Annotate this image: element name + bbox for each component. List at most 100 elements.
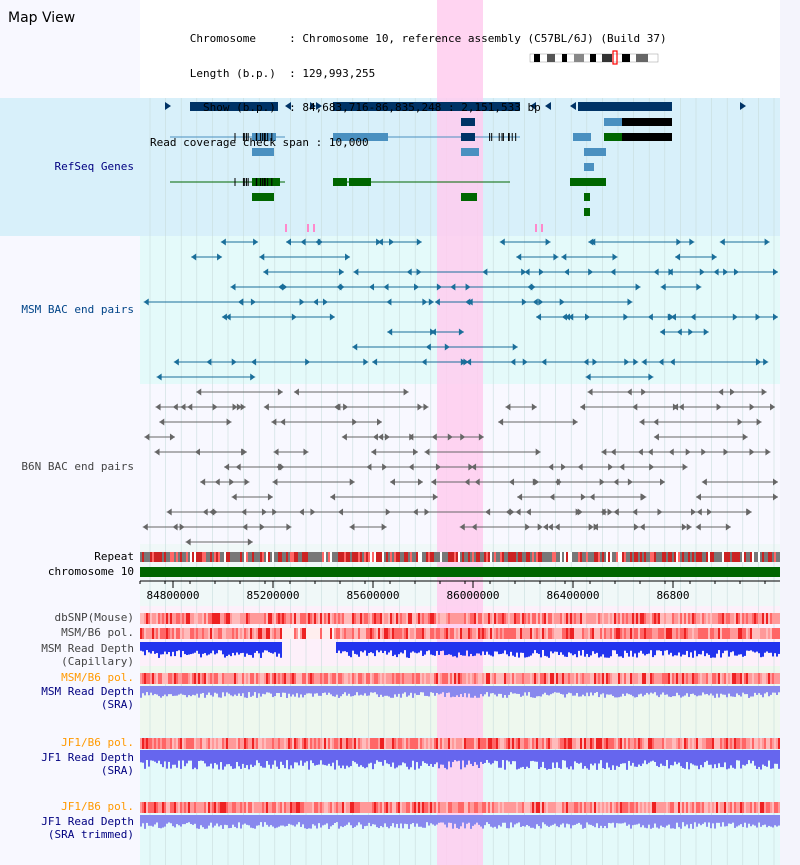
depth-bar bbox=[668, 642, 670, 655]
heat-cell bbox=[772, 802, 774, 813]
depth-bar bbox=[174, 815, 176, 828]
heat-cell bbox=[750, 673, 752, 684]
depth-bar bbox=[584, 750, 586, 767]
depth-bar bbox=[492, 642, 494, 657]
heat-cell bbox=[484, 628, 486, 639]
heat-cell bbox=[660, 673, 662, 684]
heat-cell bbox=[430, 628, 432, 639]
heat-cell bbox=[424, 802, 426, 813]
depth-bar bbox=[706, 750, 708, 761]
heat-cell bbox=[224, 738, 226, 749]
depth-bar bbox=[564, 642, 566, 657]
depth-bar bbox=[312, 686, 314, 697]
heat-cell bbox=[532, 802, 534, 813]
heat-cell bbox=[286, 628, 288, 639]
depth-bar bbox=[742, 750, 744, 765]
depth-bar bbox=[256, 686, 258, 698]
heat-cell bbox=[342, 802, 344, 813]
heat-cell bbox=[140, 673, 142, 684]
heat-cell bbox=[370, 738, 372, 749]
heat-cell bbox=[542, 802, 544, 813]
heat-cell bbox=[426, 628, 428, 639]
heat-cell bbox=[224, 613, 226, 624]
depth-bar bbox=[176, 686, 178, 696]
depth-bar bbox=[460, 686, 462, 695]
depth-bar bbox=[398, 686, 400, 694]
heat-cell bbox=[450, 738, 452, 749]
heat-cell bbox=[484, 738, 486, 749]
heat-cell bbox=[510, 673, 512, 684]
depth-bar bbox=[354, 642, 356, 654]
track-label-msm-bac[interactable]: MSM BAC end pairs bbox=[21, 303, 134, 316]
heat-cell bbox=[208, 673, 210, 684]
heat-cell bbox=[248, 613, 250, 624]
depth-bar bbox=[520, 750, 522, 768]
heat-cell bbox=[632, 738, 634, 749]
repeat-cell bbox=[522, 552, 524, 562]
heat-cell bbox=[458, 613, 460, 624]
depth-bar bbox=[758, 815, 760, 823]
heat-cell bbox=[764, 802, 766, 813]
heat-cell bbox=[694, 613, 696, 624]
depth-bar bbox=[220, 750, 222, 763]
repeat-cell bbox=[538, 552, 540, 562]
heat-cell bbox=[528, 673, 530, 684]
track-label-refseq[interactable]: RefSeq Genes bbox=[54, 160, 134, 173]
heat-cell bbox=[668, 673, 670, 684]
heat-cell bbox=[632, 628, 634, 639]
repeat-cell bbox=[228, 552, 230, 562]
depth-bar bbox=[332, 686, 334, 697]
heat-cell bbox=[170, 802, 172, 813]
heat-cell bbox=[378, 613, 380, 624]
repeat-cell bbox=[612, 552, 614, 562]
depth-bar bbox=[668, 815, 670, 825]
depth-bar bbox=[672, 686, 674, 697]
heat-cell bbox=[318, 613, 320, 624]
depth-bar bbox=[348, 686, 350, 694]
repeat-cell bbox=[476, 552, 478, 562]
heat-cell bbox=[560, 673, 562, 684]
vertical-scrollbar[interactable] bbox=[780, 0, 800, 865]
depth-bar bbox=[294, 686, 296, 697]
depth-bar bbox=[708, 750, 710, 765]
depth-bar bbox=[572, 642, 574, 656]
depth-bar bbox=[548, 750, 550, 769]
heat-cell bbox=[534, 628, 536, 639]
heat-cell bbox=[458, 628, 460, 639]
track-label-msm-b6-pol: MSM/B6 pol. bbox=[61, 626, 134, 639]
heat-cell bbox=[484, 613, 486, 624]
depth-bar bbox=[358, 815, 360, 823]
heat-cell bbox=[202, 613, 204, 624]
repeat-cell bbox=[336, 552, 338, 562]
b6n-pair-end bbox=[172, 403, 178, 411]
depth-bar bbox=[690, 750, 692, 764]
heat-cell bbox=[364, 738, 366, 749]
depth-bar bbox=[278, 642, 280, 654]
track-label-b6n-bac[interactable]: B6N BAC end pairs bbox=[21, 460, 134, 473]
depth-bar bbox=[450, 750, 452, 768]
depth-bar bbox=[342, 686, 344, 695]
depth-bar bbox=[720, 750, 722, 768]
depth-bar bbox=[246, 686, 248, 698]
heat-cell bbox=[450, 802, 452, 813]
depth-bar bbox=[654, 750, 656, 762]
heat-cell bbox=[638, 613, 640, 624]
depth-bar bbox=[306, 686, 308, 694]
heat-cell bbox=[612, 613, 614, 624]
depth-bar bbox=[426, 642, 428, 652]
heat-cell bbox=[526, 613, 528, 624]
heat-cell bbox=[648, 738, 650, 749]
msm-pair-end bbox=[764, 238, 770, 246]
heat-cell bbox=[442, 628, 444, 639]
depth-bar bbox=[142, 642, 144, 652]
depth-bar bbox=[686, 815, 688, 825]
heat-cell bbox=[522, 738, 524, 749]
depth-bar bbox=[632, 642, 634, 657]
depth-bar bbox=[356, 686, 358, 693]
heat-cell bbox=[604, 628, 606, 639]
depth-bar bbox=[204, 686, 206, 698]
depth-bar bbox=[724, 642, 726, 651]
heat-cell bbox=[536, 673, 538, 684]
heat-cell bbox=[706, 628, 708, 639]
